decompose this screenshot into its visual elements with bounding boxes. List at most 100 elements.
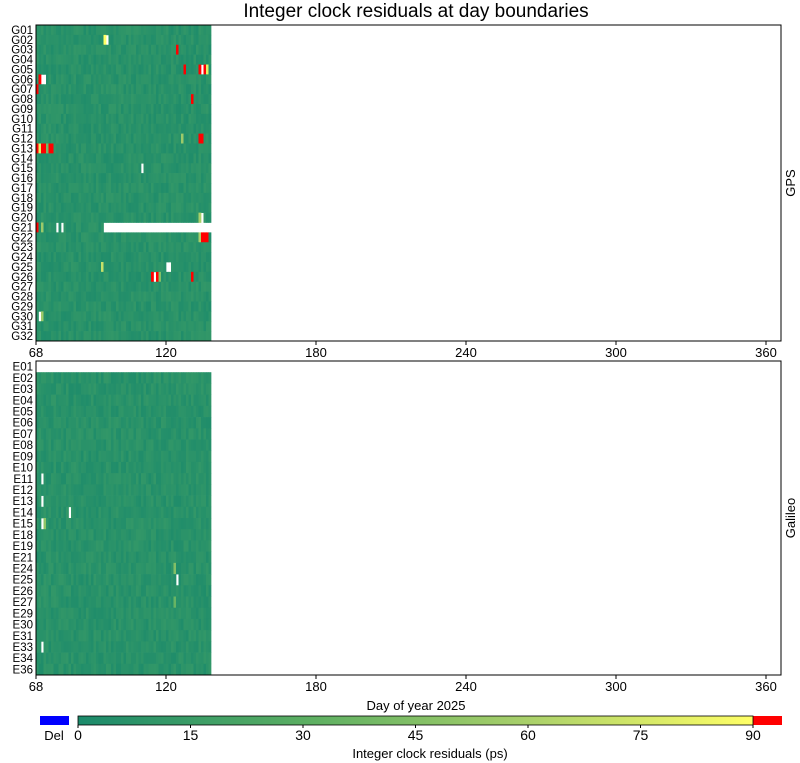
heatmap-cell xyxy=(48,202,52,213)
satellite-label: G22 xyxy=(11,232,33,244)
heatmap-cell xyxy=(108,64,112,75)
heatmap-cell xyxy=(148,663,152,676)
heatmap-cell xyxy=(58,34,62,46)
heatmap-cell xyxy=(168,596,172,609)
heatmap-cell xyxy=(191,417,194,429)
heatmap-cell xyxy=(208,618,212,631)
heatmap-cell xyxy=(86,607,89,620)
heatmap-cell xyxy=(158,311,162,322)
heatmap-cell xyxy=(201,163,204,174)
heatmap-cell xyxy=(173,123,177,134)
heatmap-cell xyxy=(168,232,172,243)
heatmap-cell xyxy=(126,271,129,283)
heatmap-cell xyxy=(151,405,154,418)
heatmap-cell xyxy=(148,540,152,552)
heatmap-cell xyxy=(41,202,44,213)
heatmap-cell xyxy=(41,394,44,407)
heatmap-cell xyxy=(96,405,99,418)
heatmap-cell xyxy=(161,518,164,530)
heatmap-cell xyxy=(193,331,197,342)
heatmap-cell xyxy=(153,473,157,485)
heatmap-cell xyxy=(93,281,97,292)
heatmap-cell xyxy=(56,143,59,154)
heatmap-cell xyxy=(203,331,207,342)
heatmap-cell xyxy=(181,281,184,292)
heatmap-cell xyxy=(91,94,94,105)
heatmap-cell xyxy=(126,232,129,243)
heatmap-cell xyxy=(148,417,152,429)
heatmap-cell xyxy=(66,25,69,36)
heatmap-cell xyxy=(153,84,157,95)
heatmap-cell xyxy=(86,153,89,164)
heatmap-cell xyxy=(88,540,92,552)
heatmap-cell xyxy=(136,212,139,223)
heatmap-cell xyxy=(76,123,79,134)
heatmap-cell xyxy=(108,153,112,164)
heatmap-cell xyxy=(106,143,109,154)
heatmap-cell xyxy=(66,321,69,332)
heatmap-cell xyxy=(178,34,182,46)
heatmap-cell xyxy=(118,123,122,134)
heatmap-cell xyxy=(128,173,132,184)
heatmap-cell xyxy=(73,143,77,154)
heatmap-cell xyxy=(41,25,44,36)
heatmap-cell xyxy=(191,652,194,665)
heatmap-cell xyxy=(153,551,157,564)
heatmap-cell xyxy=(93,551,97,564)
heatmap-cell xyxy=(78,123,82,134)
heatmap-cell xyxy=(41,262,44,273)
heatmap-cell xyxy=(133,383,137,395)
heatmap-cell xyxy=(78,331,82,342)
heatmap-cell xyxy=(61,94,64,105)
heatmap-cell xyxy=(158,153,162,164)
heatmap-cell xyxy=(83,585,87,597)
heatmap-cell xyxy=(88,506,92,519)
heatmap-cell xyxy=(121,495,124,508)
heatmap-cell xyxy=(51,262,54,273)
heatmap-cell xyxy=(148,25,152,36)
heatmap-cell xyxy=(183,394,187,407)
heatmap-cell xyxy=(53,618,57,631)
heatmap-cell xyxy=(136,34,139,46)
heatmap-cell xyxy=(191,271,194,283)
heatmap-cell xyxy=(183,163,187,174)
heatmap-cell xyxy=(78,450,82,463)
heatmap-cell xyxy=(146,123,149,134)
heatmap-cell xyxy=(193,394,197,407)
heatmap-cell xyxy=(111,518,114,530)
heatmap-cell xyxy=(143,173,147,184)
heatmap-cell xyxy=(143,94,147,105)
heatmap-cell xyxy=(73,331,77,342)
heatmap-cell xyxy=(78,473,82,485)
heatmap-cell xyxy=(163,242,167,253)
heatmap-cell xyxy=(168,518,172,530)
heatmap-cell xyxy=(208,301,212,312)
heatmap-cell xyxy=(208,252,212,263)
heatmap-cell xyxy=(116,34,119,46)
heatmap-cell xyxy=(76,652,79,665)
heatmap-cell xyxy=(131,192,134,204)
heatmap-cell xyxy=(166,242,169,253)
heatmap-cell xyxy=(41,311,44,322)
heatmap-cell xyxy=(38,439,42,452)
heatmap-cell xyxy=(186,529,189,541)
heatmap-cell xyxy=(113,607,117,620)
heatmap-cell xyxy=(126,518,129,530)
heatmap-cell xyxy=(193,562,197,575)
heatmap-cell xyxy=(203,94,207,105)
heatmap-cell xyxy=(88,473,92,485)
heatmap-cell xyxy=(83,331,87,342)
heatmap-cell xyxy=(113,641,117,653)
heatmap-cell xyxy=(73,394,77,407)
heatmap-row xyxy=(36,242,212,253)
heatmap-cell xyxy=(48,232,52,243)
heatmap-cell xyxy=(46,94,49,105)
heatmap-cell xyxy=(173,585,177,597)
heatmap-cell xyxy=(53,495,57,508)
heatmap-cell xyxy=(151,574,154,586)
heatmap-cell xyxy=(78,574,82,586)
heatmap-cell xyxy=(71,461,74,474)
heatmap-cell xyxy=(61,64,64,75)
heatmap-cell xyxy=(126,641,129,653)
colorbar-tick-label: 15 xyxy=(183,727,199,743)
